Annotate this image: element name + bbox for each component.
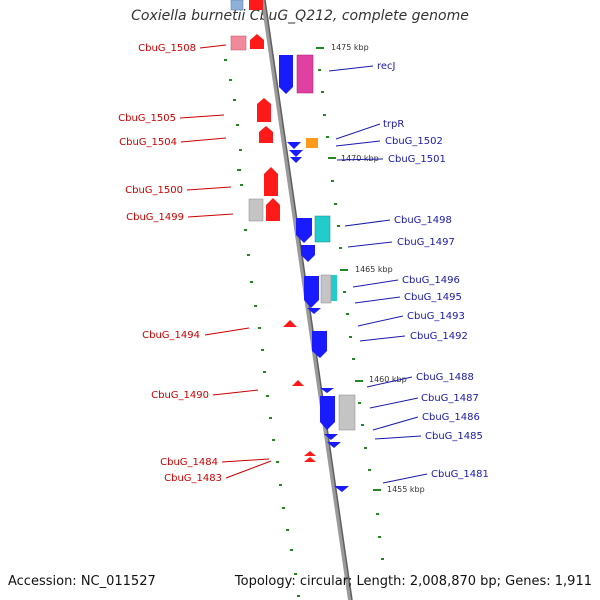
gene-label: CbuG_1502	[385, 136, 443, 147]
gene-label: CbuG_1492	[410, 331, 468, 342]
scale-label: 1470 kbp	[341, 154, 379, 163]
scale-label: 1465 kbp	[355, 265, 393, 274]
gene-arrow-reverse-small	[324, 434, 338, 440]
scale-label: 1460 kbp	[369, 375, 407, 384]
gene-label: CbuG_1505	[118, 113, 176, 124]
gene-arrow-forward	[257, 98, 271, 122]
gene-arrow-forward	[259, 126, 273, 143]
gene-feature-cyan	[314, 215, 331, 243]
right-minor-ticks	[318, 69, 384, 560]
gene-label: CbuG_1481	[431, 469, 489, 480]
gene-label: CbuG_1483	[164, 473, 222, 484]
gene-arrow-reverse	[296, 218, 312, 243]
gene-arrow-forward	[266, 198, 280, 221]
gene-label: CbuG_1504	[119, 137, 177, 148]
gene-arrow-forward	[264, 167, 278, 196]
genome-summary-label: Topology: circular; Length: 2,008,870 bp…	[234, 574, 592, 589]
gene-arrow-reverse-small	[289, 150, 303, 157]
gene-arrow-reverse	[312, 331, 327, 358]
gene-arrow-forward-small	[283, 320, 297, 327]
gene-label: CbuG_1498	[394, 215, 452, 226]
gene-arrow-forward-small	[292, 380, 304, 386]
map-title: Coxiella burnetii CbuG_Q212, complete ge…	[131, 8, 469, 24]
gene-feature-pink	[230, 35, 247, 51]
accession-label: Accession: NC_011527	[8, 574, 156, 589]
left-minor-ticks	[224, 59, 300, 597]
gene-arrow-reverse	[304, 276, 319, 308]
gene-label: CbuG_1485	[425, 431, 483, 442]
scale-label: 1455 kbp	[387, 485, 425, 494]
gene-label: trpR	[383, 119, 404, 130]
gene-arrow-forward	[249, 0, 263, 10]
gene-arrow-reverse-small	[290, 157, 302, 163]
gene-label: CbuG_1501	[388, 154, 446, 165]
gene-label: CbuG_1488	[416, 372, 474, 383]
gene-feature-grey	[338, 394, 356, 431]
gene-label: CbuG_1484	[160, 457, 218, 468]
gene-label: CbuG_1508	[138, 43, 196, 54]
gene-arrow-forward-small	[304, 457, 316, 462]
gene-label: CbuG_1496	[402, 275, 460, 286]
scale-ticks	[316, 47, 381, 491]
gene-feature-grey	[320, 274, 332, 304]
left-label-leaders	[179, 44, 272, 479]
gene-arrow-reverse	[279, 55, 293, 94]
forward-strand-features	[230, 0, 316, 462]
gene-arrow-reverse	[320, 396, 335, 430]
gene-feature-magenta	[296, 54, 314, 94]
gene-feature-orange	[306, 138, 318, 148]
right-label-leaders	[328, 65, 428, 484]
gene-arrow-reverse-small	[287, 142, 301, 149]
gene-label: CbuG_1494	[142, 330, 200, 341]
reverse-strand-features	[279, 54, 356, 492]
gene-label: CbuG_1487	[421, 393, 479, 404]
gene-feature-cyan	[331, 275, 337, 301]
gene-label: CbuG_1495	[404, 292, 462, 303]
gene-arrow-reverse-small	[320, 388, 334, 393]
gene-label: recJ	[377, 61, 396, 72]
gene-label: CbuG_1497	[397, 237, 455, 248]
gene-arrow-reverse-small	[327, 442, 341, 448]
gene-label: CbuG_1493	[407, 311, 465, 322]
gene-feature-grey	[248, 198, 264, 222]
gene-label: CbuG_1499	[126, 212, 184, 223]
gene-arrow-forward-small	[304, 451, 316, 456]
gene-label: CbuG_1500	[125, 185, 183, 196]
scale-label: 1475 kbp	[331, 43, 369, 52]
gene-label: CbuG_1486	[422, 412, 480, 423]
gene-arrow-reverse-small	[307, 308, 321, 314]
gene-arrow-reverse-small	[334, 486, 349, 492]
gene-arrow-reverse	[301, 245, 315, 262]
gene-arrow-forward	[250, 34, 264, 49]
gene-label: CbuG_1490	[151, 390, 209, 401]
gene-feature-pale-blue	[230, 0, 244, 11]
